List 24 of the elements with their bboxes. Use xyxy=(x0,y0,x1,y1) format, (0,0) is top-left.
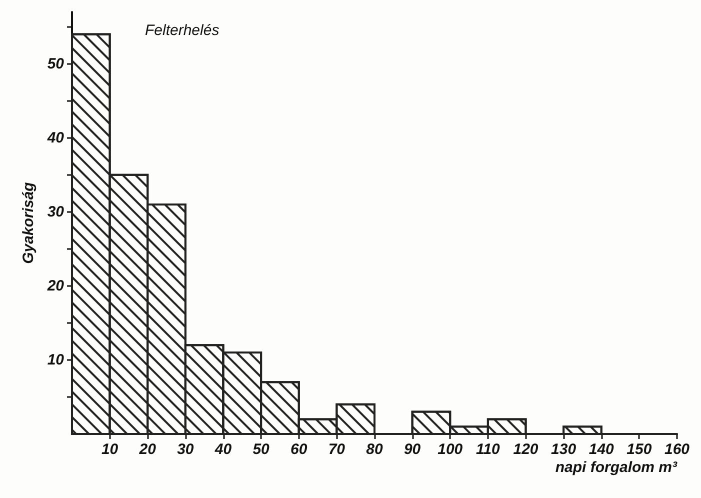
x-tick-label: 130 xyxy=(551,441,577,458)
x-tick-label: 70 xyxy=(328,441,346,458)
y-tick-label: 30 xyxy=(47,203,65,220)
x-tick-label: 100 xyxy=(438,441,464,458)
x-tick-label: 50 xyxy=(252,441,270,458)
text: Felterhelés xyxy=(145,22,220,39)
x-tick-label: 30 xyxy=(177,441,194,458)
y-tick-label: 10 xyxy=(47,351,65,368)
x-axis-title: napi forgalom m³ xyxy=(555,459,678,476)
x-tick-label: 120 xyxy=(513,441,539,458)
y-tick-label: 20 xyxy=(46,277,65,294)
x-tick-label: 110 xyxy=(476,441,501,458)
x-tick-label: 160 xyxy=(664,441,690,458)
y-tick-label: 40 xyxy=(46,129,65,146)
x-tick-label: 80 xyxy=(366,441,384,458)
x-tick-label: 40 xyxy=(214,441,232,458)
y-tick-label: 50 xyxy=(47,55,65,72)
x-tick-label: 60 xyxy=(290,441,308,458)
x-tick-label: 140 xyxy=(588,441,615,458)
x-tick-label: 10 xyxy=(101,441,119,458)
x-tick-label: 150 xyxy=(626,441,652,458)
x-tick-label: 90 xyxy=(404,441,422,458)
y-axis-title: Gyakoriság xyxy=(20,182,37,264)
x-tick-label: 20 xyxy=(138,441,157,458)
